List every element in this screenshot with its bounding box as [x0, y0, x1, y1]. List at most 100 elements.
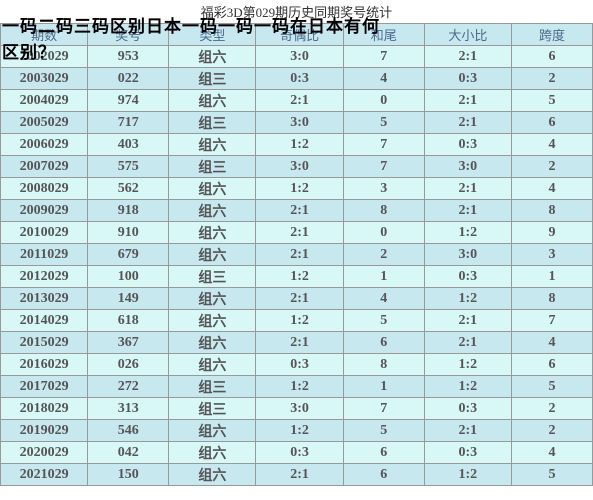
table-cell: 组六: [169, 442, 256, 464]
table-cell: 2:1: [424, 112, 511, 134]
overlay-text-left: 区别？: [2, 38, 56, 63]
table-cell: 1: [511, 266, 592, 288]
table-cell: 0:3: [424, 68, 511, 90]
table-cell: 1:2: [256, 310, 343, 332]
table-cell: 2003029: [1, 68, 88, 90]
table-cell: 1:2: [256, 134, 343, 156]
table-row: 2009029918组六2:182:18: [1, 200, 593, 222]
table-cell: 2:1: [256, 200, 343, 222]
table-cell: 2:1: [424, 332, 511, 354]
table-cell: 组六: [169, 178, 256, 200]
table-cell: 3:0: [256, 46, 343, 68]
table-cell: 5: [511, 90, 592, 112]
table-cell: 1:2: [256, 266, 343, 288]
table-cell: 2:1: [256, 90, 343, 112]
table-row: 2018029313组三3:070:32: [1, 398, 593, 420]
table-cell: 2019029: [1, 420, 88, 442]
table-cell: 2007029: [1, 156, 88, 178]
table-cell: 1:2: [424, 288, 511, 310]
table-cell: 1:2: [256, 178, 343, 200]
table-cell: 2:1: [424, 46, 511, 68]
table-cell: 组六: [169, 90, 256, 112]
table-cell: 1: [343, 266, 424, 288]
table-cell: 6: [343, 332, 424, 354]
table-cell: 026: [88, 354, 169, 376]
table-cell: 6: [511, 354, 592, 376]
table-cell: 0:3: [256, 442, 343, 464]
table-cell: 组六: [169, 332, 256, 354]
table-cell: 2009029: [1, 200, 88, 222]
table-cell: 8: [343, 354, 424, 376]
overlay-text-top: 一码二码三码区别日本一码一码一码在日本有何: [2, 12, 380, 37]
table-cell: 7: [343, 156, 424, 178]
table-cell: 2013029: [1, 288, 88, 310]
table-row: 2011029679组六2:123:03: [1, 244, 593, 266]
table-cell: 2:1: [256, 222, 343, 244]
table-cell: 2004029: [1, 90, 88, 112]
table-cell: 2014029: [1, 310, 88, 332]
table-row: 2021029150组六2:161:25: [1, 464, 593, 486]
table-cell: 组六: [169, 420, 256, 442]
table-cell: 3:0: [256, 156, 343, 178]
table-cell: 679: [88, 244, 169, 266]
table-cell: 910: [88, 222, 169, 244]
table-cell: 403: [88, 134, 169, 156]
lottery-history-table: 期数 奖号 类型 奇偶比 和尾 大小比 跨度 2002029953组六3:072…: [0, 23, 593, 486]
table-cell: 918: [88, 200, 169, 222]
table-cell: 2: [511, 398, 592, 420]
table-cell: 2021029: [1, 464, 88, 486]
table-cell: 组六: [169, 222, 256, 244]
table-cell: 5: [511, 464, 592, 486]
table-cell: 2012029: [1, 266, 88, 288]
table-row: 2017029272组三1:211:25: [1, 376, 593, 398]
table-cell: 2: [511, 68, 592, 90]
table-cell: 2: [511, 420, 592, 442]
table-cell: 2:1: [424, 90, 511, 112]
table-cell: 1:2: [256, 420, 343, 442]
table-cell: 7: [343, 46, 424, 68]
table-row: 2019029546组六1:252:12: [1, 420, 593, 442]
table-cell: 0:3: [424, 442, 511, 464]
table-cell: 150: [88, 464, 169, 486]
table-cell: 6: [511, 112, 592, 134]
table-cell: 4: [343, 68, 424, 90]
table-cell: 7: [511, 310, 592, 332]
table-cell: 组六: [169, 464, 256, 486]
table-cell: 1:2: [424, 354, 511, 376]
table-row: 2002029953组六3:072:16: [1, 46, 593, 68]
table-cell: 3: [343, 178, 424, 200]
table-cell: 2015029: [1, 332, 88, 354]
table-row: 2004029974组六2:102:15: [1, 90, 593, 112]
table-cell: 组三: [169, 112, 256, 134]
table-cell: 575: [88, 156, 169, 178]
table-cell: 2:1: [424, 420, 511, 442]
table-cell: 5: [511, 376, 592, 398]
table-row: 2008029562组六1:232:14: [1, 178, 593, 200]
table-cell: 272: [88, 376, 169, 398]
table-cell: 8: [343, 200, 424, 222]
table-cell: 6: [343, 442, 424, 464]
table-body: 2002029953组六3:072:162003029022组三0:340:32…: [1, 46, 593, 486]
table-cell: 8: [511, 288, 592, 310]
table-cell: 2016029: [1, 354, 88, 376]
table-cell: 3: [511, 244, 592, 266]
table-row: 2013029149组六2:141:28: [1, 288, 593, 310]
table-cell: 2020029: [1, 442, 88, 464]
table-row: 2020029042组六0:360:34: [1, 442, 593, 464]
col-header-bigsmall: 大小比: [424, 24, 511, 46]
table-cell: 2018029: [1, 398, 88, 420]
table-row: 2003029022组三0:340:32: [1, 68, 593, 90]
table-cell: 组六: [169, 46, 256, 68]
col-header-span: 跨度: [511, 24, 592, 46]
table-cell: 9: [511, 222, 592, 244]
table-cell: 100: [88, 266, 169, 288]
table-row: 2012029100组三1:210:31: [1, 266, 593, 288]
table-cell: 562: [88, 178, 169, 200]
table-cell: 3:0: [424, 244, 511, 266]
table-cell: 组六: [169, 288, 256, 310]
table-cell: 0:3: [424, 134, 511, 156]
table-cell: 8: [511, 200, 592, 222]
table-cell: 组三: [169, 156, 256, 178]
table-cell: 5: [343, 112, 424, 134]
table-cell: 7: [343, 398, 424, 420]
